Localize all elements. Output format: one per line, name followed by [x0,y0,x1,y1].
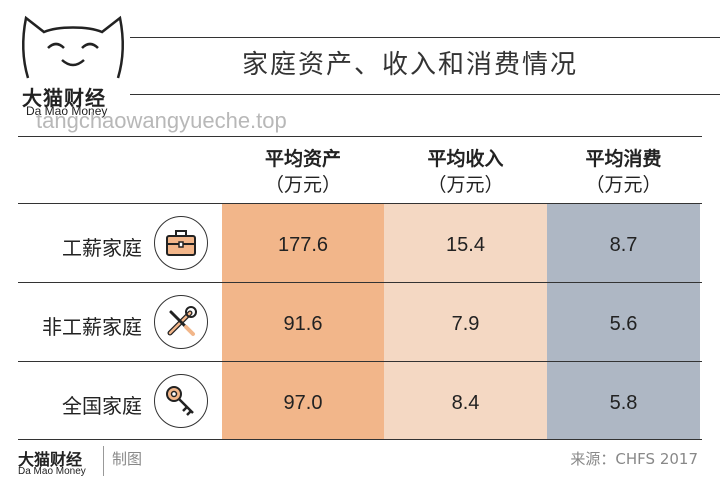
row-divider [18,282,702,283]
footer-divider [103,446,104,476]
footer-source: 来源：CHFS 2017 [570,450,698,468]
column-bg-assets [222,204,384,439]
row-label-non-salaried: 非工薪家庭 [42,315,142,339]
title-rule-bottom [130,94,720,95]
watermark: tangchaowangyueche.top [36,108,287,133]
footer-brand-cn: 大猫财经 [18,450,83,469]
cell-national-income: 8.4 [451,392,480,414]
cell-salaried-assets: 177.6 [277,234,329,256]
tools-icon [154,295,208,349]
header-rule [18,203,702,204]
cell-non-salaried-consumption: 5.6 [609,313,638,335]
header-assets: 平均资产 （万元） [222,146,384,198]
cell-national-consumption: 5.8 [609,392,638,414]
cell-salaried-consumption: 8.7 [609,234,638,256]
header-unit: （万元） [585,174,662,196]
cell-non-salaried-assets: 91.6 [283,313,323,335]
key-icon [154,374,208,428]
header-income: 平均收入 （万元） [384,146,547,198]
header-label: 平均收入 [427,148,504,170]
header-label: 平均消费 [585,148,662,170]
logo-name-cn: 大猫财经 [22,86,106,110]
briefcase-icon [154,216,208,270]
table-rule-bottom [18,439,702,440]
row-divider [18,361,702,362]
cell-national-assets: 97.0 [283,392,323,414]
page-title: 家庭资产、收入和消费情况 [241,50,578,80]
table-rule-top [18,136,702,137]
header-unit: （万元） [427,174,504,196]
row-label-national: 全国家庭 [62,394,142,418]
logo-name-en: Da Mao Money [26,104,108,118]
cell-salaried-income: 15.4 [446,234,485,256]
column-bg-consumption [547,204,700,439]
header-consumption: 平均消费 （万元） [547,146,700,198]
title-rule-top [130,37,720,38]
footer-made: 制图 [112,450,143,468]
cat-logo-icon [22,15,124,79]
footer-brand-en: Da Mao Money [18,466,86,477]
header-unit: （万元） [264,174,341,196]
header-label: 平均资产 [264,148,341,170]
column-bg-income [384,204,547,439]
cell-non-salaried-income: 7.9 [451,313,480,335]
logo [8,8,138,108]
row-label-salaried: 工薪家庭 [62,236,142,260]
